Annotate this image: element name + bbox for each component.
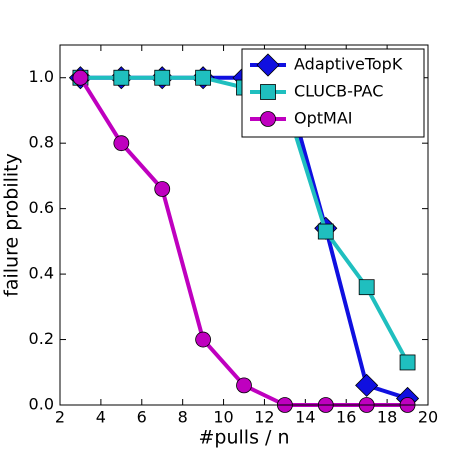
- legend-label: CLUCB-PAC: [294, 82, 383, 101]
- marker: [355, 373, 379, 397]
- marker: [399, 354, 416, 371]
- x-tick-label: 10: [213, 408, 233, 427]
- x-tick-label: 8: [178, 408, 188, 427]
- y-tick-label: 0.4: [29, 264, 54, 283]
- y-tick-label: 0.0: [29, 395, 54, 414]
- axes-frame: [59, 44, 429, 406]
- y-tick-label: 1.0: [29, 67, 54, 86]
- y-tick-label: 0.6: [29, 198, 54, 217]
- marker: [113, 69, 130, 86]
- marker: [72, 69, 89, 86]
- x-tick-label: 14: [295, 408, 315, 427]
- marker: [154, 181, 171, 197]
- marker: [236, 377, 252, 394]
- x-axis-label: #pulls / n: [198, 427, 289, 449]
- marker: [317, 223, 334, 240]
- legend-marker: [260, 111, 276, 127]
- x-tick-label: 16: [336, 408, 356, 427]
- x-tick-label: 12: [254, 408, 274, 427]
- x-tick-label: 2: [55, 408, 65, 427]
- legend-label: OptMAI: [294, 109, 353, 128]
- legend-label: AdaptiveTopK: [294, 55, 403, 74]
- y-tick-label: 0.8: [29, 133, 54, 152]
- x-tick-label: 20: [418, 408, 438, 427]
- marker: [195, 69, 212, 86]
- legend-marker: [256, 53, 280, 77]
- x-tick-label: 18: [377, 408, 397, 427]
- marker: [113, 135, 130, 152]
- marker: [154, 69, 171, 86]
- y-axis-label: failure probility: [1, 153, 23, 297]
- x-tick-label: 4: [96, 408, 106, 427]
- marker: [195, 331, 212, 348]
- legend-marker: [260, 84, 276, 100]
- x-tick-label: 6: [137, 408, 147, 427]
- marker: [358, 279, 375, 296]
- y-tick-label: 0.2: [29, 329, 54, 348]
